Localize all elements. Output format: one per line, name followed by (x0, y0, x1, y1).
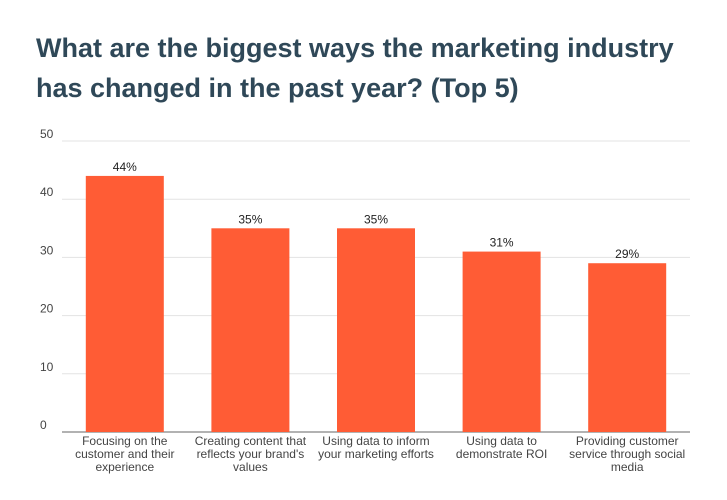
x-category-label-line: Using data to inform (322, 434, 429, 448)
x-category-label-line: demonstrate ROI (456, 447, 547, 461)
bar (85, 175, 164, 433)
x-category-label-line: your marketing efforts (318, 447, 434, 461)
bar (211, 228, 290, 432)
x-category-label: Creating content that reflects your brand… (195, 434, 307, 474)
x-category-label-line: service through social (569, 447, 685, 461)
data-label: 29% (615, 247, 639, 261)
bar (337, 228, 415, 432)
bar (588, 263, 667, 432)
y-tick-label: 20 (40, 302, 54, 316)
x-category-label-line: experience (95, 460, 154, 474)
x-category-label-line: customer and their (75, 447, 174, 461)
x-category-label: Providing customer service through social… (569, 434, 685, 474)
data-label: 35% (364, 212, 388, 226)
x-category-label-line: Creating content that (195, 434, 307, 448)
x-category-label: Using data to inform your marketing effor… (318, 434, 434, 461)
y-tick-label: 40 (40, 185, 54, 199)
data-label: 35% (238, 212, 262, 226)
x-category-label: Focusing on the customer and their experie… (75, 434, 174, 474)
x-category-label-line: Providing customer (576, 434, 679, 448)
y-tick-label: 0 (40, 418, 47, 432)
chart-title-line-2: has changed in the past year? (Top 5) (36, 73, 519, 103)
chart-title: What are the biggest ways the marketing … (36, 28, 706, 108)
y-tick-label: 10 (40, 360, 54, 374)
chart-title-line-1: What are the biggest ways the marketing … (36, 33, 674, 63)
bar (462, 251, 541, 432)
x-category-label: Using data to demonstrate ROI (456, 434, 547, 461)
data-label: 31% (490, 236, 514, 250)
y-tick-label: 30 (40, 243, 54, 257)
x-category-label-line: Using data to (466, 434, 537, 448)
y-tick-label: 50 (40, 127, 54, 141)
data-label: 44% (113, 160, 137, 174)
x-category-label-line: media (611, 460, 644, 474)
x-category-label-line: values (233, 460, 268, 474)
x-category-label-line: Focusing on the (82, 434, 168, 448)
x-category-label-line: reflects your brand's (197, 447, 305, 461)
